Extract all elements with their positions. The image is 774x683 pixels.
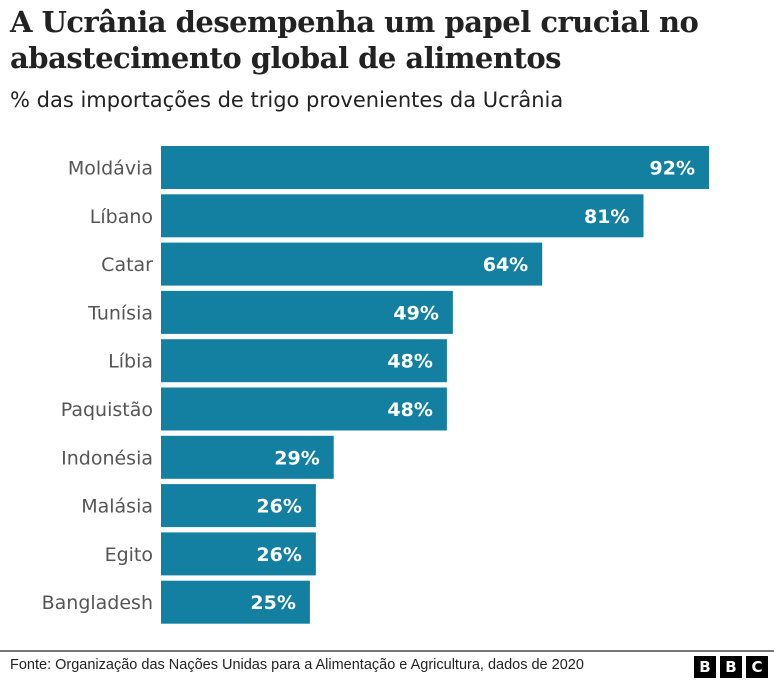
category-label: Indonésia — [61, 447, 153, 469]
data-label: 48% — [387, 399, 432, 421]
logo-letter: B — [694, 656, 716, 678]
data-label: 26% — [256, 544, 301, 566]
logo-letter: C — [746, 656, 768, 678]
category-label: Malásia — [81, 496, 153, 518]
bar — [161, 146, 709, 189]
bar — [161, 532, 316, 576]
bar — [161, 435, 334, 479]
bar — [161, 339, 447, 383]
category-label: Tunísia — [87, 302, 153, 324]
logo-letter: B — [720, 656, 742, 678]
bar — [161, 580, 310, 624]
bar — [161, 290, 453, 334]
chart-title: A Ucrânia desempenha um papel crucial no… — [10, 5, 699, 75]
data-label: 81% — [584, 206, 629, 228]
bar-chart: Moldávia 92% Líbano 81% Catar 64% Tunísia 49% Lí… — [42, 146, 709, 624]
bar — [161, 387, 447, 431]
bar — [161, 242, 543, 286]
bbc-logo: B B C — [694, 656, 768, 678]
data-label: 25% — [250, 592, 295, 614]
data-label: 29% — [274, 447, 319, 469]
bar — [161, 484, 316, 528]
data-label: 49% — [393, 302, 438, 324]
source-note: Fonte: Organização das Nações Unidas par… — [10, 657, 584, 673]
data-label: 48% — [387, 351, 432, 373]
category-label: Catar — [101, 254, 153, 276]
bar — [161, 194, 644, 238]
data-label: 64% — [483, 254, 528, 276]
category-label: Líbia — [108, 351, 153, 373]
chart-subtitle: % das importações de trigo provenientes … — [10, 88, 564, 112]
category-label: Bangladesh — [42, 592, 153, 614]
category-label: Paquistão — [61, 399, 153, 421]
category-label: Líbano — [90, 206, 153, 228]
category-label: Moldávia — [68, 158, 153, 180]
data-label: 92% — [650, 158, 695, 180]
divider — [0, 650, 774, 652]
data-label: 26% — [256, 496, 301, 518]
category-label: Egito — [105, 544, 153, 566]
